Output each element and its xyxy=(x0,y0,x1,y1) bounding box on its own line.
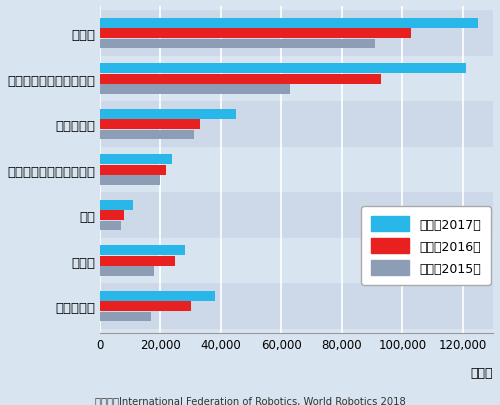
Bar xyxy=(100,120,200,130)
Bar xyxy=(100,246,184,256)
Bar xyxy=(100,75,381,84)
Bar xyxy=(100,291,215,301)
Text: （出典）International Federation of Robotics, World Robotics 2018: （出典）International Federation of Robotics… xyxy=(94,395,406,405)
Bar xyxy=(100,19,478,29)
Bar xyxy=(100,266,154,276)
Bar xyxy=(100,193,493,239)
Bar xyxy=(100,130,194,140)
Bar xyxy=(100,312,151,322)
Bar xyxy=(100,102,493,147)
Bar xyxy=(100,147,493,193)
Bar xyxy=(100,40,375,49)
Bar xyxy=(100,57,493,102)
Bar xyxy=(100,221,121,231)
Bar xyxy=(100,85,290,95)
Legend: ・・・2017年, ・・・2016年, ・・・2015年: ・・・2017年, ・・・2016年, ・・・2015年 xyxy=(362,207,490,285)
Bar xyxy=(100,110,236,119)
Bar xyxy=(100,200,133,210)
Bar xyxy=(100,284,493,329)
Bar xyxy=(100,176,160,185)
Bar xyxy=(100,302,190,311)
Text: （台）: （台） xyxy=(470,367,493,379)
Bar xyxy=(100,29,412,39)
Bar xyxy=(100,155,172,165)
Bar xyxy=(100,256,176,266)
Bar xyxy=(100,211,124,221)
Bar xyxy=(100,64,466,74)
Bar xyxy=(100,239,493,284)
Bar xyxy=(100,165,166,175)
Bar xyxy=(100,11,493,57)
